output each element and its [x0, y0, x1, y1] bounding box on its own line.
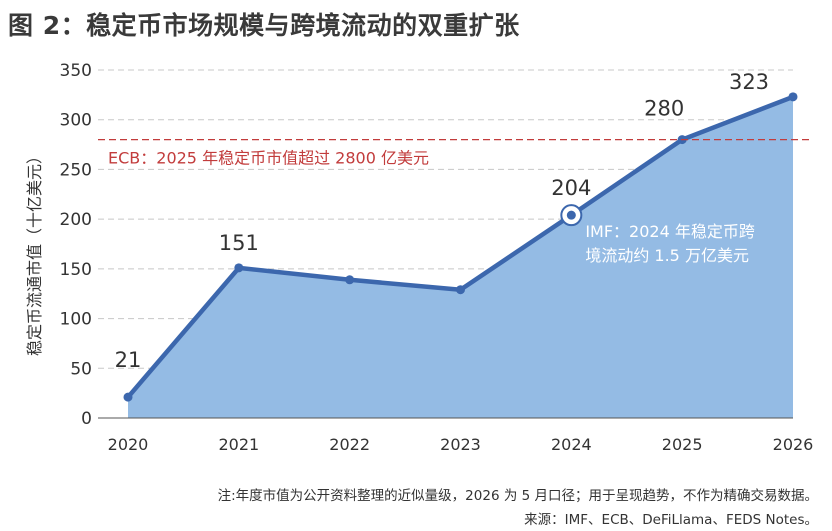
reference-line-group: ECB：2025 年稳定币市值超过 2800 亿美元: [98, 139, 813, 168]
data-point-2021: [234, 263, 244, 273]
data-label-2024: 204: [551, 176, 591, 200]
data-label-2021: 151: [219, 231, 259, 255]
y-tick-label: 350: [60, 61, 92, 81]
y-tick-label: 300: [60, 111, 92, 131]
y-tick-label: 0: [81, 409, 92, 429]
data-label-2025: 280: [644, 97, 684, 121]
y-axis-title: 稳定币流通市值（十亿美元）: [25, 148, 44, 356]
y-tick-label: 200: [60, 210, 92, 230]
x-tick-label: 2020: [108, 435, 149, 454]
data-point-2020: [123, 392, 133, 402]
annotation-text-line: IMF：2024 年稳定币跨: [585, 222, 755, 241]
data-point-2022: [345, 275, 355, 285]
x-tick-label: 2026: [773, 435, 814, 454]
source-note: 来源：IMF、ECB、DeFiLlama、FEDS Notes。: [524, 512, 818, 528]
annotation-text-line: 境流动约 1.5 万亿美元: [585, 246, 749, 265]
y-tick-label: 50: [70, 359, 92, 379]
data-point-2026: [788, 92, 798, 102]
data-label-2020: 21: [115, 348, 142, 372]
x-tick-label: 2021: [218, 435, 259, 454]
y-tick-label: 250: [60, 160, 92, 180]
y-tick-label: 100: [60, 310, 92, 330]
chart-canvas: 0 50 100 150 200 250 300 350 2020 2021 2022 2023 202…: [25, 61, 813, 454]
data-labels: 21 151 204 280 323: [115, 70, 769, 372]
y-tick-label: 150: [60, 260, 92, 280]
data-point-2023: [456, 285, 465, 295]
axes: 0 50 100 150 200 250 300 350 2020 2021 2022 2023 202…: [25, 61, 813, 454]
reference-line-label: ECB：2025 年稳定币市值超过 2800 亿美元: [108, 149, 429, 168]
footnote: 注:年度市值为公开资料整理的近似量级，2026 为 5 月口径；用于呈现趋势，不…: [217, 488, 818, 504]
x-tick-label: 2025: [662, 435, 703, 454]
x-tick-label: 2022: [329, 435, 370, 454]
x-tick-label: 2023: [440, 435, 481, 454]
area-fill: [128, 96, 793, 419]
x-tick-label: 2024: [551, 435, 592, 454]
chart-title: 图 2：稳定币市场规模与跨境流动的双重扩张: [8, 11, 520, 40]
data-label-2026: 323: [729, 70, 769, 94]
annotation-marker-dot: [566, 210, 576, 220]
